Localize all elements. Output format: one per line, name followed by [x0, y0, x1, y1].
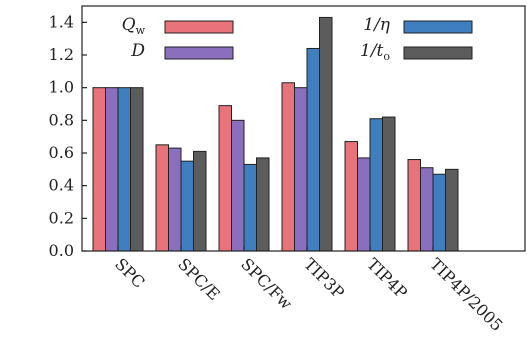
bar-tip3p-4 — [319, 16, 333, 252]
bar-tip4p-2 — [357, 157, 371, 252]
legend-swatch — [403, 20, 473, 34]
legend-label: 1/η — [363, 15, 391, 35]
bar-tip3p-3 — [306, 47, 320, 252]
legend-swatch — [164, 46, 234, 60]
y-tick-label: 0.4 — [49, 176, 74, 195]
bar-tip4p-2005-3 — [432, 173, 446, 252]
y-tick-label: 1.4 — [49, 12, 74, 31]
bar-tip4p-1 — [344, 141, 358, 252]
bar-tip3p-2 — [294, 87, 308, 252]
bar-tip4p-2005-4 — [445, 168, 459, 252]
bar-spc-1 — [92, 87, 106, 252]
y-tick-label: 0.2 — [49, 208, 74, 227]
bar-tip4p-2005-1 — [407, 159, 421, 252]
category-label: SPC/E — [174, 254, 224, 304]
bar-spc-2 — [105, 87, 119, 252]
legend-label: Qw — [122, 15, 146, 37]
category-label: TIP3P — [300, 254, 348, 302]
legend-swatch — [403, 46, 473, 60]
y-tick-label: 0.8 — [49, 110, 74, 129]
bar-tip4p-2005-2 — [420, 167, 434, 252]
y-tick-label: 0.0 — [49, 241, 74, 260]
bar-tip4p-3 — [369, 118, 383, 252]
category-label: TIP4P — [363, 254, 411, 302]
y-tick-label: 1.0 — [49, 78, 74, 97]
bar-spc-e-2 — [168, 147, 182, 252]
y-tick-label: 0.6 — [49, 143, 74, 162]
bar-spc-fw-2 — [231, 119, 245, 252]
plot-frame — [81, 5, 526, 252]
y-tick-label: 1.2 — [49, 45, 74, 64]
bar-spc-fw-3 — [243, 163, 257, 252]
bar-spc-fw-1 — [218, 105, 232, 252]
bar-spc-4 — [130, 87, 144, 252]
category-label: SPC — [111, 254, 148, 291]
category-label: SPC/Fw — [237, 254, 296, 313]
category-label: TIP4P/2005 — [426, 254, 506, 334]
bars-layer — [92, 16, 459, 252]
bar-spc-e-3 — [180, 160, 194, 252]
legend: Qw D 1/η 1/to — [122, 15, 473, 63]
bar-spc-e-1 — [155, 144, 169, 252]
bar-spc-3 — [117, 87, 131, 252]
bar-tip3p-1 — [281, 82, 295, 252]
bar-spc-e-4 — [193, 150, 207, 252]
legend-swatch — [164, 20, 234, 34]
bar-tip4p-4 — [382, 116, 396, 252]
bar-spc-fw-4 — [256, 157, 270, 252]
legend-label: D — [130, 41, 145, 61]
legend-label: 1/to — [360, 41, 390, 63]
